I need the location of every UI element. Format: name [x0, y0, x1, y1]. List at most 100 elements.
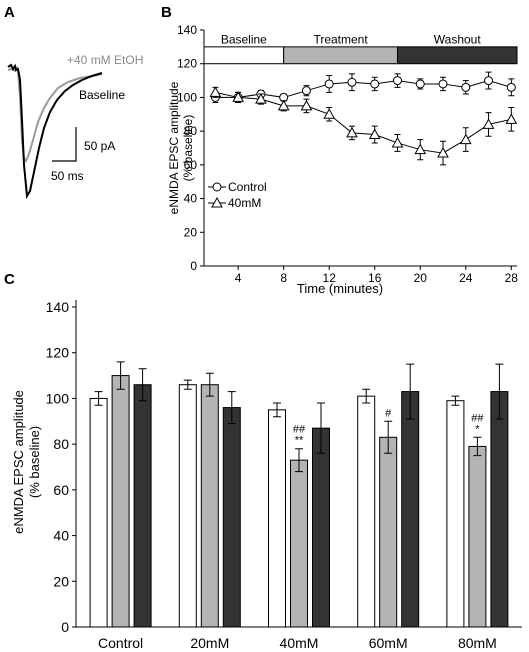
b-x-tick-label: 16	[368, 271, 382, 285]
panel-b-line-chart: Baseline Treatment Washout 0 20 40 60 80 100 120…	[167, 23, 518, 296]
b-y-tick-label: 40	[184, 192, 198, 206]
ethanol-point	[368, 128, 381, 140]
ethanol-point	[459, 133, 472, 145]
control-point	[212, 182, 222, 192]
error-bar	[183, 379, 192, 390]
error-bar	[406, 363, 415, 420]
phase-bar	[283, 46, 398, 65]
series-control	[210, 71, 516, 103]
control-point	[347, 77, 357, 87]
error-bar	[362, 388, 371, 404]
control-point	[484, 76, 494, 86]
bar-group	[446, 363, 509, 628]
legend-label: 40mM	[228, 196, 261, 210]
c-y-tick-label: 20	[53, 573, 69, 589]
scale-bar	[52, 127, 77, 162]
error-bar	[116, 361, 125, 390]
c-y-tick-label: 100	[46, 390, 70, 406]
scale-x-label: 50 ms	[51, 169, 84, 183]
etoh-trace-label: +40 mM EtOH	[67, 53, 143, 67]
control-point	[301, 86, 311, 96]
ethanol-point	[482, 118, 495, 129]
c-y-tick-label: 60	[53, 482, 69, 498]
error-bar	[273, 402, 281, 418]
error-bar	[451, 395, 460, 406]
b-y-tick-label: 0	[190, 259, 197, 273]
phase-bar	[203, 46, 285, 65]
significance-mark: #	[385, 407, 392, 419]
bar	[401, 391, 420, 628]
control-point	[392, 76, 402, 86]
error-bar	[317, 402, 325, 454]
error-bar	[495, 363, 504, 420]
panel-a-traces: +40 mM EtOH Baseline 50 pA 50 ms	[7, 53, 143, 200]
phase-bar	[396, 46, 518, 65]
error-bar	[473, 436, 482, 457]
ethanol-point	[437, 147, 449, 158]
c-x-tick-label: 80mM	[458, 635, 497, 651]
bar-group	[268, 402, 330, 628]
c-x-tick-label: 20mM	[190, 635, 229, 651]
significance-mark: *	[475, 423, 480, 435]
error-bar	[94, 391, 103, 406]
c-y-tick-label: 120	[46, 345, 70, 361]
c-y-tick-label: 0	[61, 619, 69, 635]
control-point	[324, 79, 334, 89]
c-x-tick-label: Control	[98, 635, 143, 651]
b-y-tick-label: 80	[184, 124, 198, 138]
bar	[468, 445, 487, 628]
error-bar	[295, 448, 303, 473]
phase-label: Treatment	[313, 32, 368, 46]
b-y-tick-label: 100	[177, 90, 197, 104]
b-x-tick-label: 8	[280, 271, 287, 285]
c-y-tick-label: 140	[46, 299, 70, 315]
ethanol-point	[211, 196, 223, 208]
b-x-tick-label: 20	[414, 271, 428, 285]
ethanol-point	[300, 99, 313, 111]
bar	[89, 397, 108, 628]
bar	[111, 375, 130, 628]
bar	[290, 459, 308, 628]
baseline-trace	[7, 63, 103, 200]
b-y-tick-label: 20	[184, 225, 198, 239]
bar	[178, 384, 197, 628]
ethanol-point	[346, 126, 358, 138]
ethanol-point	[209, 86, 222, 97]
control-point	[461, 82, 471, 92]
ethanol-point	[505, 113, 518, 124]
b-y-tick-label: 140	[177, 23, 197, 37]
etoh-trace	[7, 65, 103, 164]
ethanol-point	[414, 143, 427, 155]
error-bar	[384, 420, 393, 454]
ethanol-point	[391, 136, 404, 148]
c-y-tick-label: 40	[53, 528, 69, 544]
bar-group	[357, 363, 420, 628]
c-y-axis-label: eNMDA EPSC amplitude(% baseline)	[11, 390, 42, 534]
ethanol-point	[277, 99, 290, 111]
error-bar	[138, 368, 147, 402]
b-x-axis-label: Time (minutes)	[297, 281, 383, 296]
b-x-tick-label: 28	[505, 271, 519, 285]
control-point	[438, 79, 448, 89]
c-x-tick-label: 60mM	[369, 635, 408, 651]
b-y-axis-label: eNMDA EPSC amplitude(% baseline)	[167, 81, 195, 214]
control-point	[506, 82, 516, 92]
ethanol-point	[232, 91, 244, 102]
bar	[379, 436, 398, 628]
b-x-tick-label: 12	[323, 271, 337, 285]
scale-y-label: 50 pA	[84, 139, 115, 153]
significance-mark: ##	[471, 412, 484, 424]
c-x-tick-label: 40mM	[280, 635, 319, 651]
b-legend: Control 40mM	[208, 180, 267, 210]
panel-b-label: B	[161, 4, 172, 21]
series-40mm	[209, 86, 518, 166]
error-bar	[227, 391, 236, 425]
bar	[490, 391, 509, 628]
legend-label: Control	[228, 180, 267, 194]
bar-group	[178, 372, 241, 628]
control-point	[370, 79, 380, 89]
baseline-trace-label: Baseline	[79, 88, 125, 102]
bar	[312, 427, 330, 628]
